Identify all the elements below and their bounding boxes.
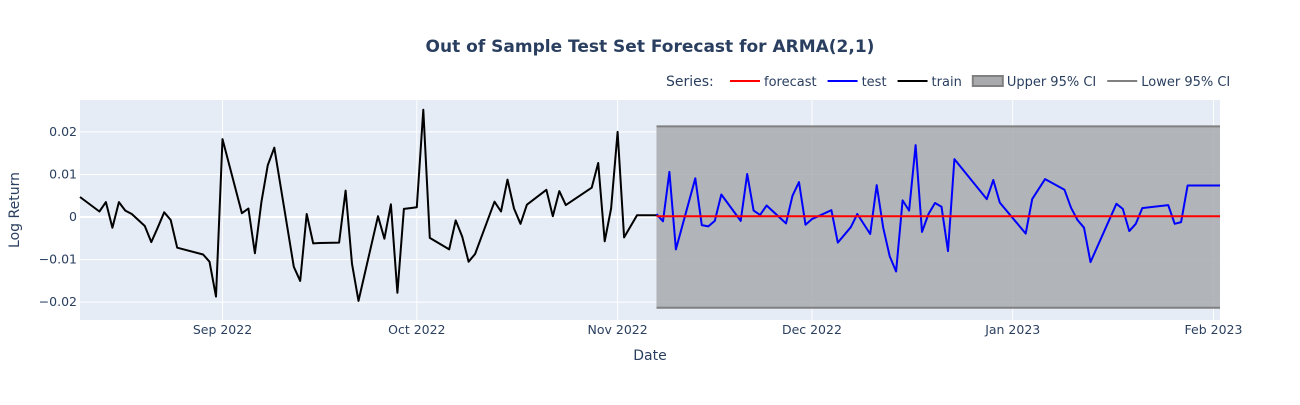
legend-label-forecast: forecast [764,75,817,90]
chart-title: Out of Sample Test Set Forecast for ARMA… [426,37,875,57]
x-tick-label: Jan 2023 [984,322,1040,337]
y-tick-label: −0.01 [39,252,77,267]
x-axis-ticks: Sep 2022 Oct 2022 Nov 2022 Dec 2022 Jan 2023… [193,322,1243,337]
y-axis-ticks: 0.02 0.01 0 −0.01 −0.02 [39,124,77,309]
series-line-train [79,108,657,302]
legend-swatch-upper-95-ci [971,75,1004,87]
y-axis-title: Log Return [7,172,23,248]
legend-label-train: train [932,75,962,90]
legend-title: Series: [666,74,714,90]
legend-label-test: test [862,75,887,90]
series-layer [79,108,1220,309]
x-tick-label: Oct 2022 [388,322,445,337]
y-tick-label: −0.02 [39,294,77,309]
legend-label-upper-95-ci: Upper 95% CI [1007,75,1096,90]
series-line-test [655,144,1220,273]
x-tick-label: Sep 2022 [193,322,252,337]
x-tick-label: Nov 2022 [588,322,648,337]
y-tick-label: 0 [69,209,77,224]
legend-label-lower-95-ci: Lower 95% CI [1141,75,1230,90]
y-tick-label: 0.02 [49,124,77,139]
x-tick-label: Dec 2022 [782,322,842,337]
y-tick-label: 0.01 [49,166,77,181]
legend: Series: forecast test train Upper 95% CI Low… [666,74,1230,90]
x-tick-label: Feb 2023 [1185,322,1243,337]
x-axis-title: Date [633,348,666,364]
